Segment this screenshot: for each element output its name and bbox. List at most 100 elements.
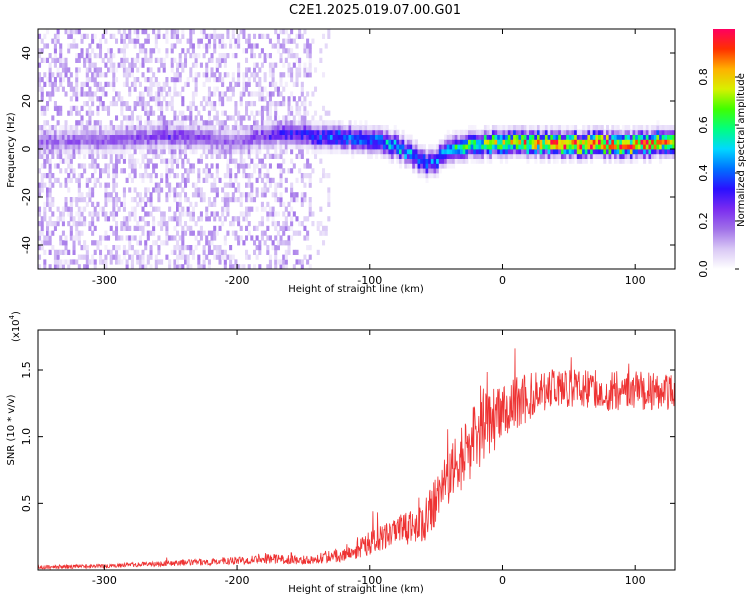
heatmap-cell (43, 125, 47, 131)
heatmap-cell (176, 192, 180, 198)
heatmap-cell (242, 211, 246, 217)
heatmap-cell (191, 134, 195, 140)
heatmap-cell (231, 72, 235, 78)
heatmap-cell (168, 149, 172, 155)
heatmap-cell (104, 144, 108, 150)
heatmap-cell (621, 144, 625, 150)
heatmap-cell (88, 110, 92, 116)
heatmap-cell (531, 153, 535, 159)
heatmap-cell (659, 158, 663, 164)
heatmap-cell (274, 29, 278, 35)
heatmap-cell (67, 81, 71, 87)
heatmap-cell (40, 86, 44, 92)
heatmap-cell (345, 139, 349, 145)
heatmap-cell (154, 129, 158, 135)
heatmap-cell (162, 81, 166, 87)
heatmap-cell (141, 29, 145, 35)
heatmap-cell (191, 120, 195, 126)
heatmap-cell (510, 149, 514, 155)
heatmap-cell (266, 211, 270, 217)
heatmap-cell (576, 129, 580, 135)
heatmap-cell (303, 182, 307, 188)
heatmap-cell (59, 144, 63, 150)
heatmap-cell (258, 129, 262, 135)
heatmap-cell (138, 115, 142, 121)
heatmap-cell (239, 235, 243, 241)
heatmap-cell (282, 115, 286, 121)
heatmap-cell (149, 120, 153, 126)
heatmap-cell (96, 245, 100, 251)
heatmap-cell (197, 158, 201, 164)
heatmap-cell (653, 153, 657, 159)
heatmap-cell (306, 110, 310, 116)
heatmap-cell (99, 72, 103, 78)
heatmap-cell (184, 254, 188, 260)
heatmap-cell (93, 259, 97, 265)
heatmap-cell (322, 105, 326, 111)
heatmap-cell (271, 144, 275, 150)
heatmap-cell (186, 158, 190, 164)
heatmap-cell (316, 149, 320, 155)
heatmap-cell (245, 197, 249, 203)
heatmap-cell (542, 134, 546, 140)
heatmap-cell (319, 230, 323, 236)
heatmap-cell (661, 153, 665, 159)
heatmap-cell (85, 77, 89, 83)
heatmap-cell (176, 182, 180, 188)
heatmap-cell (38, 230, 42, 236)
heatmap-cell (483, 134, 487, 140)
heatmap-cell (107, 216, 111, 222)
heatmap-cell (181, 149, 185, 155)
heatmap-cell (560, 153, 564, 159)
heatmap-cell (359, 144, 363, 150)
heatmap-cell (99, 168, 103, 174)
heatmap-cell (141, 57, 145, 63)
heatmap-cell (205, 235, 209, 241)
heatmap-cell (544, 129, 548, 135)
heatmap-cell (515, 144, 519, 150)
heatmap-cell (446, 149, 450, 155)
heatmap-cell (587, 153, 591, 159)
heatmap-cell (176, 91, 180, 97)
heatmap-cell (571, 139, 575, 145)
heatmap-cell (83, 153, 87, 159)
heatmap-cell (579, 144, 583, 150)
heatmap-cell (473, 139, 477, 145)
heatmap-cell (237, 197, 241, 203)
heatmap-cell (210, 139, 214, 145)
heatmap-cell (181, 139, 185, 145)
x-tick-label: -300 (92, 574, 117, 587)
heatmap-cell (348, 120, 352, 126)
heatmap-cell (168, 139, 172, 145)
heatmap-cell (268, 110, 272, 116)
heatmap-cell (133, 216, 137, 222)
heatmap-cell (215, 192, 219, 198)
heatmap-cell (428, 173, 432, 179)
heatmap-cell (80, 245, 84, 251)
heatmap-cell (369, 153, 373, 159)
heatmap-cell (287, 139, 291, 145)
heatmap-cell (491, 125, 495, 131)
heatmap-cell (592, 129, 596, 135)
heatmap-cell (149, 77, 153, 83)
heatmap-cell (189, 43, 193, 49)
heatmap-cell (125, 33, 129, 39)
heatmap-cell (75, 43, 79, 49)
heatmap-cell (199, 235, 203, 241)
heatmap-cell (245, 216, 249, 222)
heatmap-cell (247, 77, 251, 83)
heatmap-cell (226, 139, 230, 145)
heatmap-cell (165, 168, 169, 174)
heatmap-cell (136, 139, 140, 145)
heatmap-cell (422, 173, 426, 179)
heatmap-cell (207, 259, 211, 265)
heatmap-cell (48, 81, 52, 87)
heatmap-cell (128, 211, 132, 217)
heatmap-cell (417, 163, 421, 169)
heatmap-cell (470, 125, 474, 131)
heatmap-cell (120, 101, 124, 107)
heatmap-cell (282, 158, 286, 164)
heatmap-cell (494, 134, 498, 140)
heatmap-cell (48, 129, 52, 135)
heatmap-cell (359, 139, 363, 145)
